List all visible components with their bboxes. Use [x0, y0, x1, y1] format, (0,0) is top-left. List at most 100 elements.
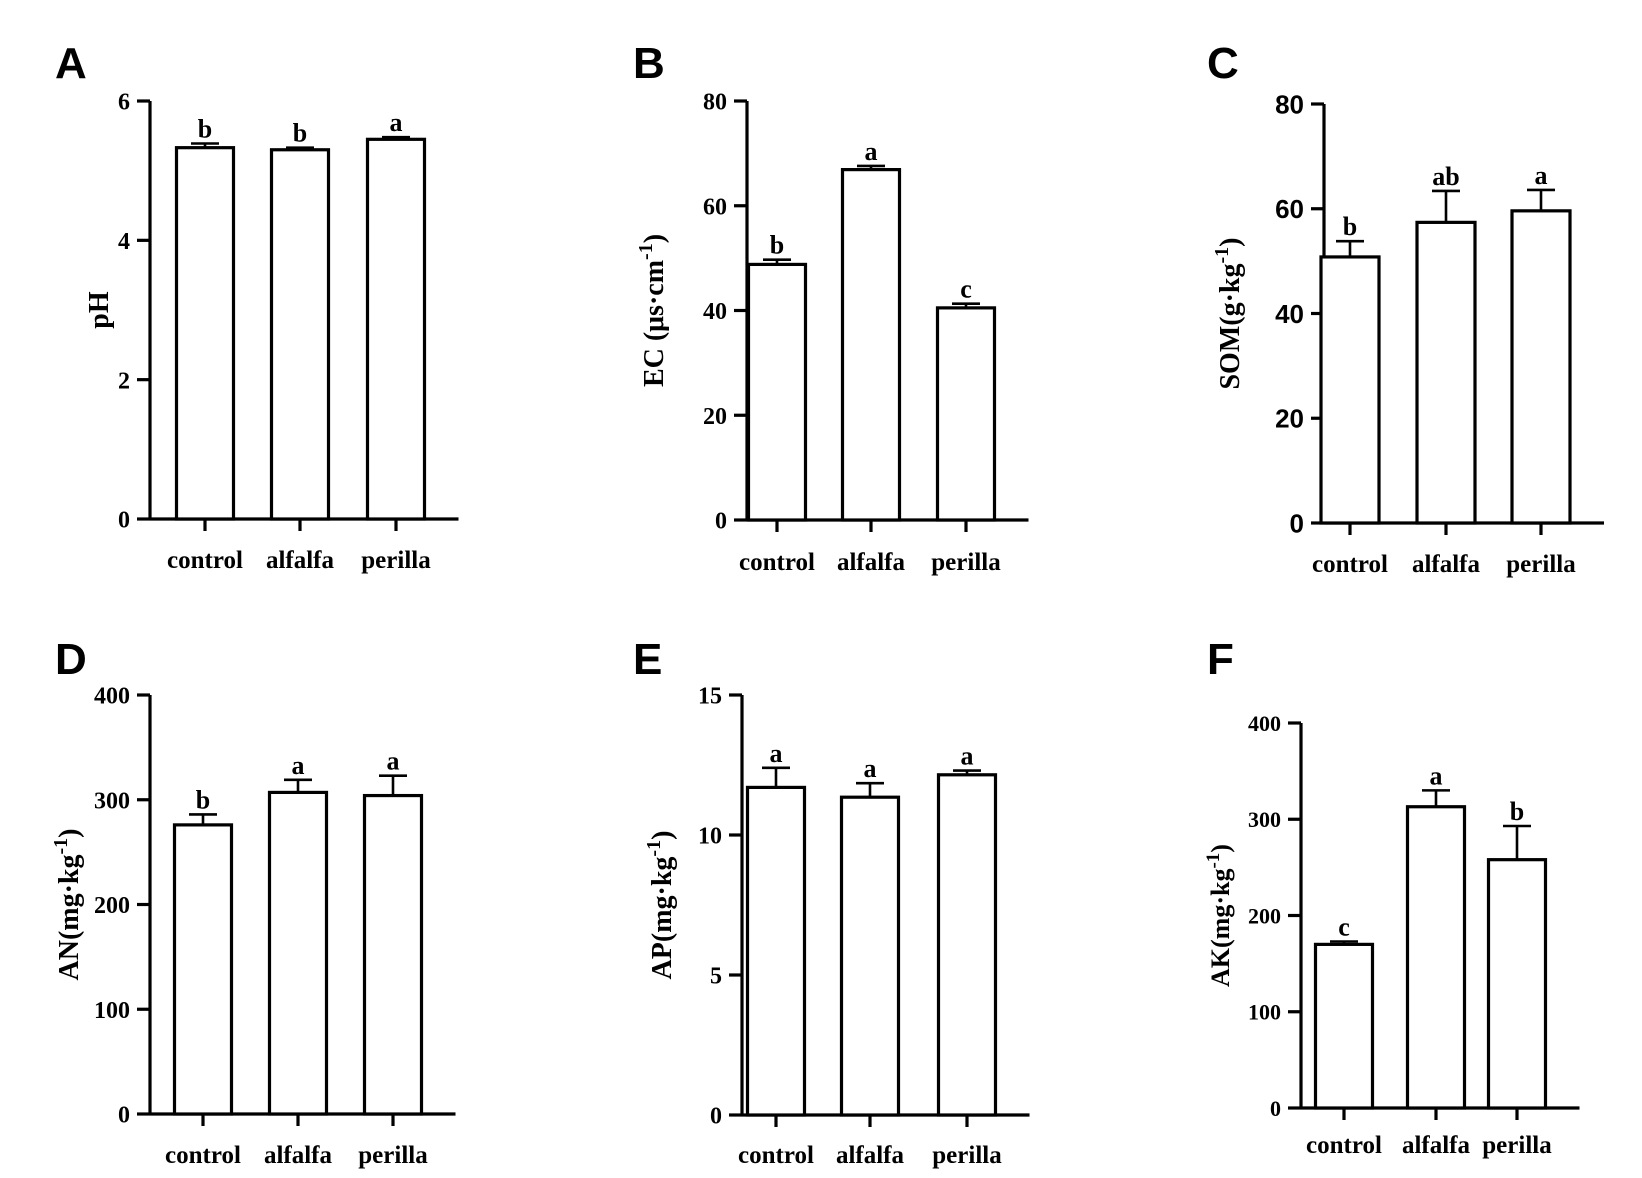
y-axis-label: EC (μs·cm-1) — [635, 234, 670, 387]
panel-letter: E — [633, 635, 662, 684]
panel-d: D 0 100 200 300 400 AN(mg·kg-1) b control a alfalf… — [50, 635, 456, 1169]
bar-perilla — [365, 137, 427, 521]
significance-letter: b — [1343, 212, 1357, 241]
panel-letter: C — [1207, 39, 1239, 88]
significance-letter: a — [770, 739, 783, 768]
panel-a: A 0 2 4 6 pH b control b alfalfa a perilla — [55, 39, 459, 574]
x-tick-label: control — [165, 1142, 241, 1169]
y-tick-label: 40 — [1275, 299, 1304, 329]
significance-letter: c — [960, 275, 972, 304]
y-tick-label: 0 — [1270, 1096, 1281, 1121]
significance-letter: ab — [1432, 162, 1459, 191]
x-tick-label: alfalfa — [1402, 1132, 1471, 1159]
x-tick-label: control — [167, 547, 243, 574]
x-tick-label: perilla — [361, 547, 431, 574]
panel-e: E 0 5 10 15 AP(mg·kg-1) a control a alfalfa a peril… — [633, 635, 1030, 1169]
x-tick-label: perilla — [932, 1142, 1002, 1169]
y-tick-label: 60 — [1275, 194, 1304, 224]
y-tick-label: 300 — [1248, 807, 1281, 832]
x-tick-label: alfalfa — [264, 1142, 333, 1169]
y-tick-label: 80 — [703, 90, 727, 116]
bar-control — [172, 823, 234, 1116]
y-axis-label: AP(mg·kg-1) — [643, 831, 678, 980]
x-tick-label: control — [738, 1142, 814, 1169]
bar-control — [745, 785, 807, 1117]
significance-letter: c — [1338, 912, 1350, 941]
y-tick-label: 0 — [1290, 508, 1304, 538]
y-axis-label: AN(mg·kg-1) — [50, 829, 85, 981]
y-tick-label: 400 — [1248, 711, 1281, 736]
y-tick-label: 6 — [118, 90, 130, 116]
panel-letter: F — [1207, 635, 1234, 684]
bar-perilla — [1486, 858, 1548, 1110]
significance-letter: a — [390, 108, 403, 137]
significance-letter: b — [770, 231, 784, 260]
x-tick-label: perilla — [1506, 551, 1576, 578]
significance-letter: a — [1430, 761, 1443, 790]
panel-c: C 0 20 40 60 80 SOM(g·kg-1) b control ab alfalfa a p… — [1207, 39, 1604, 578]
x-tick-label: control — [1312, 551, 1388, 578]
x-tick-label: alfalfa — [836, 1142, 905, 1169]
significance-letter: b — [196, 785, 210, 814]
y-axis-label: AK(mg·kg-1) — [1203, 844, 1236, 987]
y-tick-label: 60 — [703, 194, 727, 220]
significance-letter: b — [198, 114, 212, 143]
significance-letter: a — [292, 751, 305, 780]
bar-perilla — [1510, 209, 1572, 525]
significance-letter: a — [865, 137, 878, 166]
x-tick-label: alfalfa — [837, 549, 906, 576]
x-tick-label: perilla — [931, 549, 1001, 576]
y-axis-label: pH — [84, 291, 115, 329]
y-tick-label: 0 — [710, 1104, 722, 1130]
y-tick-label: 5 — [710, 964, 722, 990]
y-tick-label: 4 — [118, 229, 130, 255]
y-tick-label: 20 — [703, 404, 727, 430]
significance-letter: b — [293, 119, 307, 148]
y-tick-label: 20 — [1275, 404, 1304, 434]
y-tick-label: 10 — [698, 824, 722, 850]
y-tick-label: 15 — [698, 684, 722, 710]
x-tick-label: perilla — [358, 1142, 428, 1169]
bar-alfalfa — [269, 148, 331, 521]
panel-letter: D — [55, 635, 87, 684]
x-tick-label: alfalfa — [1412, 551, 1481, 578]
y-tick-label: 40 — [703, 299, 727, 325]
y-tick-label: 200 — [94, 893, 130, 919]
bar-control — [746, 262, 808, 522]
bar-control — [1319, 255, 1381, 525]
y-tick-label: 0 — [715, 509, 727, 535]
bar-control — [174, 146, 236, 521]
bar-control — [1313, 942, 1375, 1110]
significance-letter: a — [387, 747, 400, 776]
y-tick-label: 100 — [94, 998, 130, 1024]
bar-perilla — [362, 793, 424, 1116]
x-tick-label: control — [1306, 1132, 1382, 1159]
x-tick-label: control — [739, 549, 815, 576]
x-tick-label: perilla — [1482, 1132, 1552, 1159]
y-tick-label: 2 — [118, 368, 130, 394]
y-tick-label: 100 — [1248, 1000, 1281, 1025]
panel-letter: A — [55, 39, 87, 88]
y-tick-label: 80 — [1275, 89, 1304, 119]
y-tick-label: 400 — [94, 684, 130, 710]
bar-alfalfa — [839, 795, 901, 1117]
significance-letter: a — [1535, 161, 1548, 190]
bar-perilla — [936, 773, 998, 1117]
y-tick-label: 0 — [118, 508, 130, 534]
bar-alfalfa — [1405, 805, 1467, 1110]
y-tick-label: 0 — [118, 1103, 130, 1129]
y-axis-label: SOM(g·kg-1) — [1211, 237, 1246, 389]
x-tick-label: alfalfa — [266, 547, 335, 574]
significance-letter: b — [1510, 797, 1524, 826]
bar-alfalfa — [267, 790, 329, 1116]
bar-alfalfa — [840, 168, 902, 522]
y-tick-label: 300 — [94, 788, 130, 814]
significance-letter: a — [864, 754, 877, 783]
panel-f: F 0 100 200 300 400 AK(mg·kg-1) c control a alfalf… — [1203, 635, 1580, 1159]
bar-perilla — [935, 306, 997, 522]
panel-letter: B — [633, 39, 665, 88]
y-tick-label: 200 — [1248, 903, 1281, 928]
bar-alfalfa — [1415, 220, 1477, 525]
panel-b: B 0 20 40 60 80 EC (μs·cm-1) b control a alfalfa c p… — [633, 39, 1029, 576]
